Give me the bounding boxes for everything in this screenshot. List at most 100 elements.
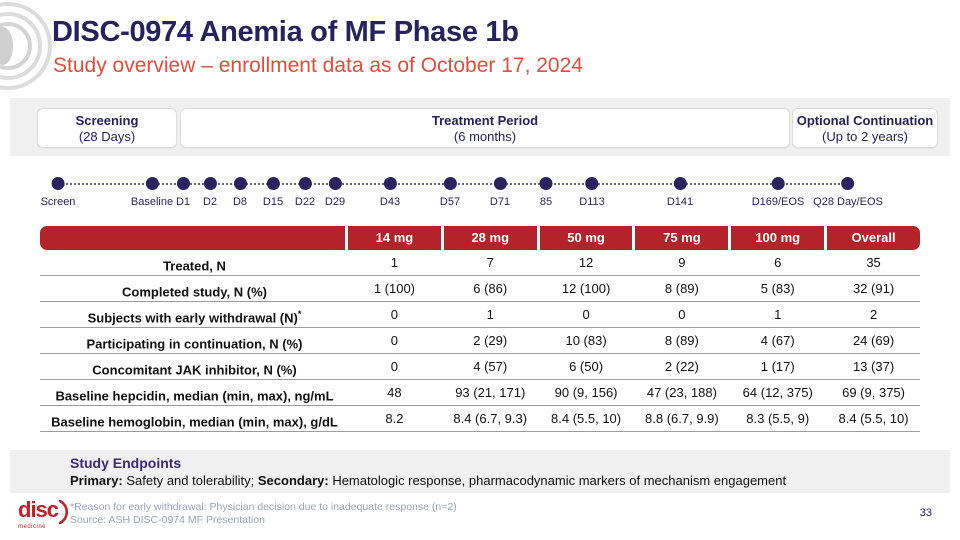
page-number: 33 (919, 507, 932, 519)
timeline-milestone: D2 (203, 177, 217, 208)
logo-subtext: medicine (18, 524, 47, 530)
table-row: Treated, N 1 7 12 9 6 35 (40, 250, 920, 276)
milestone-label: D141 (666, 196, 694, 208)
table-cell: 0 (582, 307, 590, 322)
table-cell: 8.3 (5.5, 9) (746, 411, 810, 426)
study-endpoints-section: Study Endpoints Primary: Safety and tole… (10, 450, 950, 493)
table-cell: 8 (89) (664, 333, 699, 348)
milestone-dot-icon (771, 177, 785, 190)
table-corner-cell (40, 226, 345, 250)
timeline-milestone: D1 (176, 177, 190, 208)
timeline-milestone: D43 (380, 177, 400, 208)
milestone-label: D71 (489, 196, 511, 208)
timeline-milestone: D15 (263, 177, 283, 208)
table-header-row: 14 mg 28 mg 50 mg 75 mg 100 mg Overall (40, 226, 920, 250)
milestone-label: D1 (175, 196, 191, 208)
phase-sub: (28 Days) (78, 129, 136, 144)
column-header: 100 mg (728, 226, 825, 250)
milestone-dot-icon (539, 177, 553, 190)
table-cell: 1 (100) (373, 281, 416, 296)
timeline-milestone: D57 (440, 177, 460, 208)
logo-text: disc (18, 497, 59, 522)
milestone-label: Baseline (130, 196, 174, 208)
table-cell: 2 (22) (664, 359, 699, 374)
table-cell: 0 (390, 307, 399, 322)
milestone-label: D29 (324, 196, 346, 208)
phase-box-continuation: Optional Continuation (Up to 2 years) (792, 108, 938, 148)
table-cell: 13 (37) (852, 359, 895, 374)
footnote: *Reason for early withdrawal: Physician … (70, 501, 457, 527)
table-cell: 8.4 (5.5, 10) (838, 411, 909, 426)
phase-band: Screening (28 Days) Treatment Period (6 … (10, 98, 950, 156)
table-cell: 6 (774, 255, 782, 270)
row-label: Baseline hepcidin, median (min, max), ng… (55, 388, 334, 404)
milestone-dot-icon (145, 177, 159, 190)
milestone-dot-icon (673, 177, 687, 190)
disc-medicine-logo: disc medicine (18, 499, 70, 530)
milestone-dot-icon (51, 177, 65, 190)
timeline-milestone: D141 (667, 177, 693, 208)
table-cell: 90 (9, 156) (554, 385, 618, 400)
table-row: Participating in continuation, N (%) 0 2… (40, 328, 920, 354)
timeline-milestone: Q28 Day/EOS (813, 177, 883, 208)
phase-box-screening: Screening (28 Days) (37, 108, 177, 148)
table-cell: 8.2 (385, 411, 404, 426)
source-line: Source: ASH DISC-0974 MF Presentation (70, 514, 265, 526)
study-timeline: Screen Baseline D1 D2 D8 D15 D22 D29 D43… (40, 170, 920, 216)
table-cell: 8.4 (6.7, 9.3) (453, 411, 528, 426)
phase-sub: (Up to 2 years) (822, 129, 908, 144)
timeline-milestone: D22 (295, 177, 315, 208)
timeline-milestone: D113 (579, 177, 605, 208)
table-cell: 6 (86) (473, 281, 508, 296)
page-subtitle: Study overview – enrollment data as of O… (53, 54, 583, 77)
table-cell: 0 (678, 307, 686, 322)
timeline-milestone: 85 (539, 177, 553, 208)
table-cell: 1 (774, 307, 782, 322)
table-cell: 1 (17) (760, 359, 795, 374)
table-cell: 47 (23, 188) (646, 385, 717, 400)
column-header: Overall (824, 226, 920, 250)
table-cell: 2 (869, 307, 878, 322)
table-cell: 24 (69) (852, 333, 895, 348)
table-row: Subjects with early withdrawal (N)* 0 1 … (40, 302, 920, 328)
milestone-dot-icon (298, 177, 312, 190)
table-cell: 12 (100) (561, 281, 611, 296)
timeline-milestone: Screen (40, 177, 76, 208)
table-cell: 7 (486, 255, 494, 270)
milestone-label: 85 (539, 196, 553, 208)
milestone-dot-icon (233, 177, 247, 190)
milestone-label: Screen (40, 196, 76, 208)
table-cell: 2 (29) (473, 333, 508, 348)
table-cell: 4 (57) (473, 359, 508, 374)
table-cell: 93 (21, 171) (455, 385, 526, 400)
row-label: Concomitant JAK inhibitor, N (%) (92, 362, 297, 378)
primary-text: Safety and tolerability; (122, 473, 258, 488)
endpoints-title: Study Endpoints (70, 455, 182, 471)
table-cell: 1 (390, 255, 399, 270)
milestone-label: Q28 Day/EOS (813, 196, 883, 208)
phase-sub: (6 months) (453, 129, 517, 144)
table-cell: 64 (12, 375) (742, 385, 813, 400)
phase-box-treatment: Treatment Period (6 months) (180, 108, 790, 148)
milestone-dot-icon (443, 177, 457, 190)
timeline-milestone: D8 (233, 177, 247, 208)
secondary-label: Secondary: (257, 473, 329, 488)
milestone-label: D57 (439, 196, 461, 208)
milestone-dot-icon (841, 177, 855, 190)
milestone-dot-icon (328, 177, 342, 190)
row-label: Baseline hemoglobin, median (min, max), … (51, 414, 338, 430)
column-header: 50 mg (536, 226, 633, 250)
timeline-milestone: D29 (325, 177, 345, 208)
table-row: Completed study, N (%) 1 (100) 6 (86) 12… (40, 276, 920, 302)
timeline-milestone: D169/EOS (751, 177, 805, 208)
table-cell: 9 (678, 255, 686, 270)
column-header: 14 mg (345, 226, 441, 250)
dose-table: 14 mg 28 mg 50 mg 75 mg 100 mg Overall T… (40, 226, 920, 432)
disc-rings-watermark-icon (0, 2, 52, 90)
column-header: 28 mg (440, 226, 537, 250)
table-row: Baseline hemoglobin, median (min, max), … (40, 406, 920, 432)
milestone-label: D169/EOS (751, 196, 805, 208)
milestone-dot-icon (203, 177, 217, 190)
row-label: Participating in continuation, N (%) (86, 336, 303, 352)
